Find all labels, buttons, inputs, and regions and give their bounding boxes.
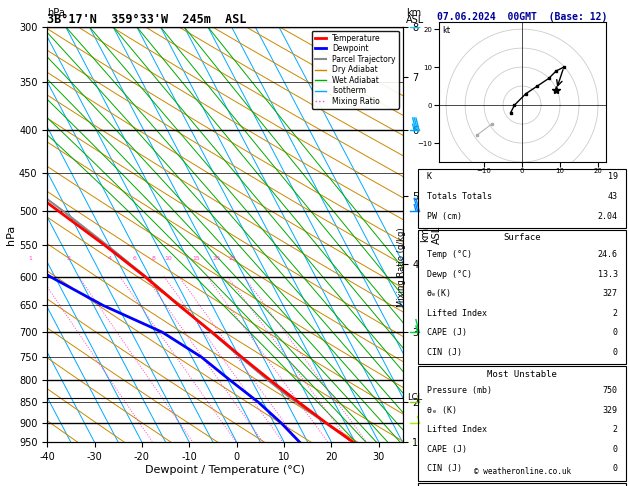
X-axis label: Dewpoint / Temperature (°C): Dewpoint / Temperature (°C) — [145, 465, 305, 475]
Text: 19: 19 — [608, 173, 618, 181]
Text: 6: 6 — [133, 256, 136, 261]
Text: θₑ(K): θₑ(K) — [426, 289, 452, 298]
Bar — [418, 483, 626, 486]
Text: Surface: Surface — [503, 233, 541, 243]
Text: 15: 15 — [192, 256, 200, 261]
Text: Temp (°C): Temp (°C) — [426, 250, 472, 259]
Text: 25: 25 — [228, 256, 237, 261]
Bar — [418, 366, 626, 481]
Text: 329: 329 — [603, 406, 618, 415]
Text: 8: 8 — [152, 256, 155, 261]
Text: 2: 2 — [613, 425, 618, 434]
Text: 4: 4 — [108, 256, 111, 261]
Text: 20: 20 — [213, 256, 220, 261]
Text: CAPE (J): CAPE (J) — [426, 445, 467, 454]
Text: CIN (J): CIN (J) — [426, 464, 462, 473]
Text: Mixing Ratio (g/kg): Mixing Ratio (g/kg) — [397, 227, 406, 307]
Text: 24.6: 24.6 — [598, 250, 618, 259]
Bar — [418, 169, 626, 228]
Text: 2: 2 — [66, 256, 70, 261]
Text: 07.06.2024  00GMT  (Base: 12): 07.06.2024 00GMT (Base: 12) — [437, 12, 607, 22]
Legend: Temperature, Dewpoint, Parcel Trajectory, Dry Adiabat, Wet Adiabat, Isotherm, Mi: Temperature, Dewpoint, Parcel Trajectory… — [311, 31, 399, 109]
Text: Lifted Index: Lifted Index — [426, 425, 487, 434]
Text: 13.3: 13.3 — [598, 270, 618, 278]
Text: 2: 2 — [613, 309, 618, 318]
Y-axis label: hPa: hPa — [6, 225, 16, 244]
Text: ASL: ASL — [406, 15, 424, 25]
Text: 0: 0 — [613, 347, 618, 357]
Text: Pressure (mb): Pressure (mb) — [426, 386, 492, 395]
Text: 2.04: 2.04 — [598, 211, 618, 221]
Y-axis label: km
ASL: km ASL — [420, 226, 442, 243]
Text: hPa: hPa — [47, 8, 65, 18]
Text: 0: 0 — [613, 445, 618, 454]
Text: PW (cm): PW (cm) — [426, 211, 462, 221]
Text: 750: 750 — [603, 386, 618, 395]
Text: 0: 0 — [613, 328, 618, 337]
Text: 1: 1 — [28, 256, 32, 261]
Text: 327: 327 — [603, 289, 618, 298]
Text: CAPE (J): CAPE (J) — [426, 328, 467, 337]
Text: km: km — [406, 8, 421, 18]
Text: Totals Totals: Totals Totals — [426, 192, 492, 201]
Text: © weatheronline.co.uk: © weatheronline.co.uk — [474, 468, 571, 476]
Text: K: K — [426, 173, 431, 181]
Text: Lifted Index: Lifted Index — [426, 309, 487, 318]
Text: Dewp (°C): Dewp (°C) — [426, 270, 472, 278]
Text: θₑ (K): θₑ (K) — [426, 406, 457, 415]
Text: LCL: LCL — [407, 393, 422, 402]
Text: 0: 0 — [613, 464, 618, 473]
Text: Most Unstable: Most Unstable — [487, 369, 557, 379]
Text: 3B°17'N  359°33'W  245m  ASL: 3B°17'N 359°33'W 245m ASL — [47, 13, 247, 26]
Text: CIN (J): CIN (J) — [426, 347, 462, 357]
Bar — [418, 230, 626, 364]
Text: 10: 10 — [164, 256, 172, 261]
Text: 43: 43 — [608, 192, 618, 201]
